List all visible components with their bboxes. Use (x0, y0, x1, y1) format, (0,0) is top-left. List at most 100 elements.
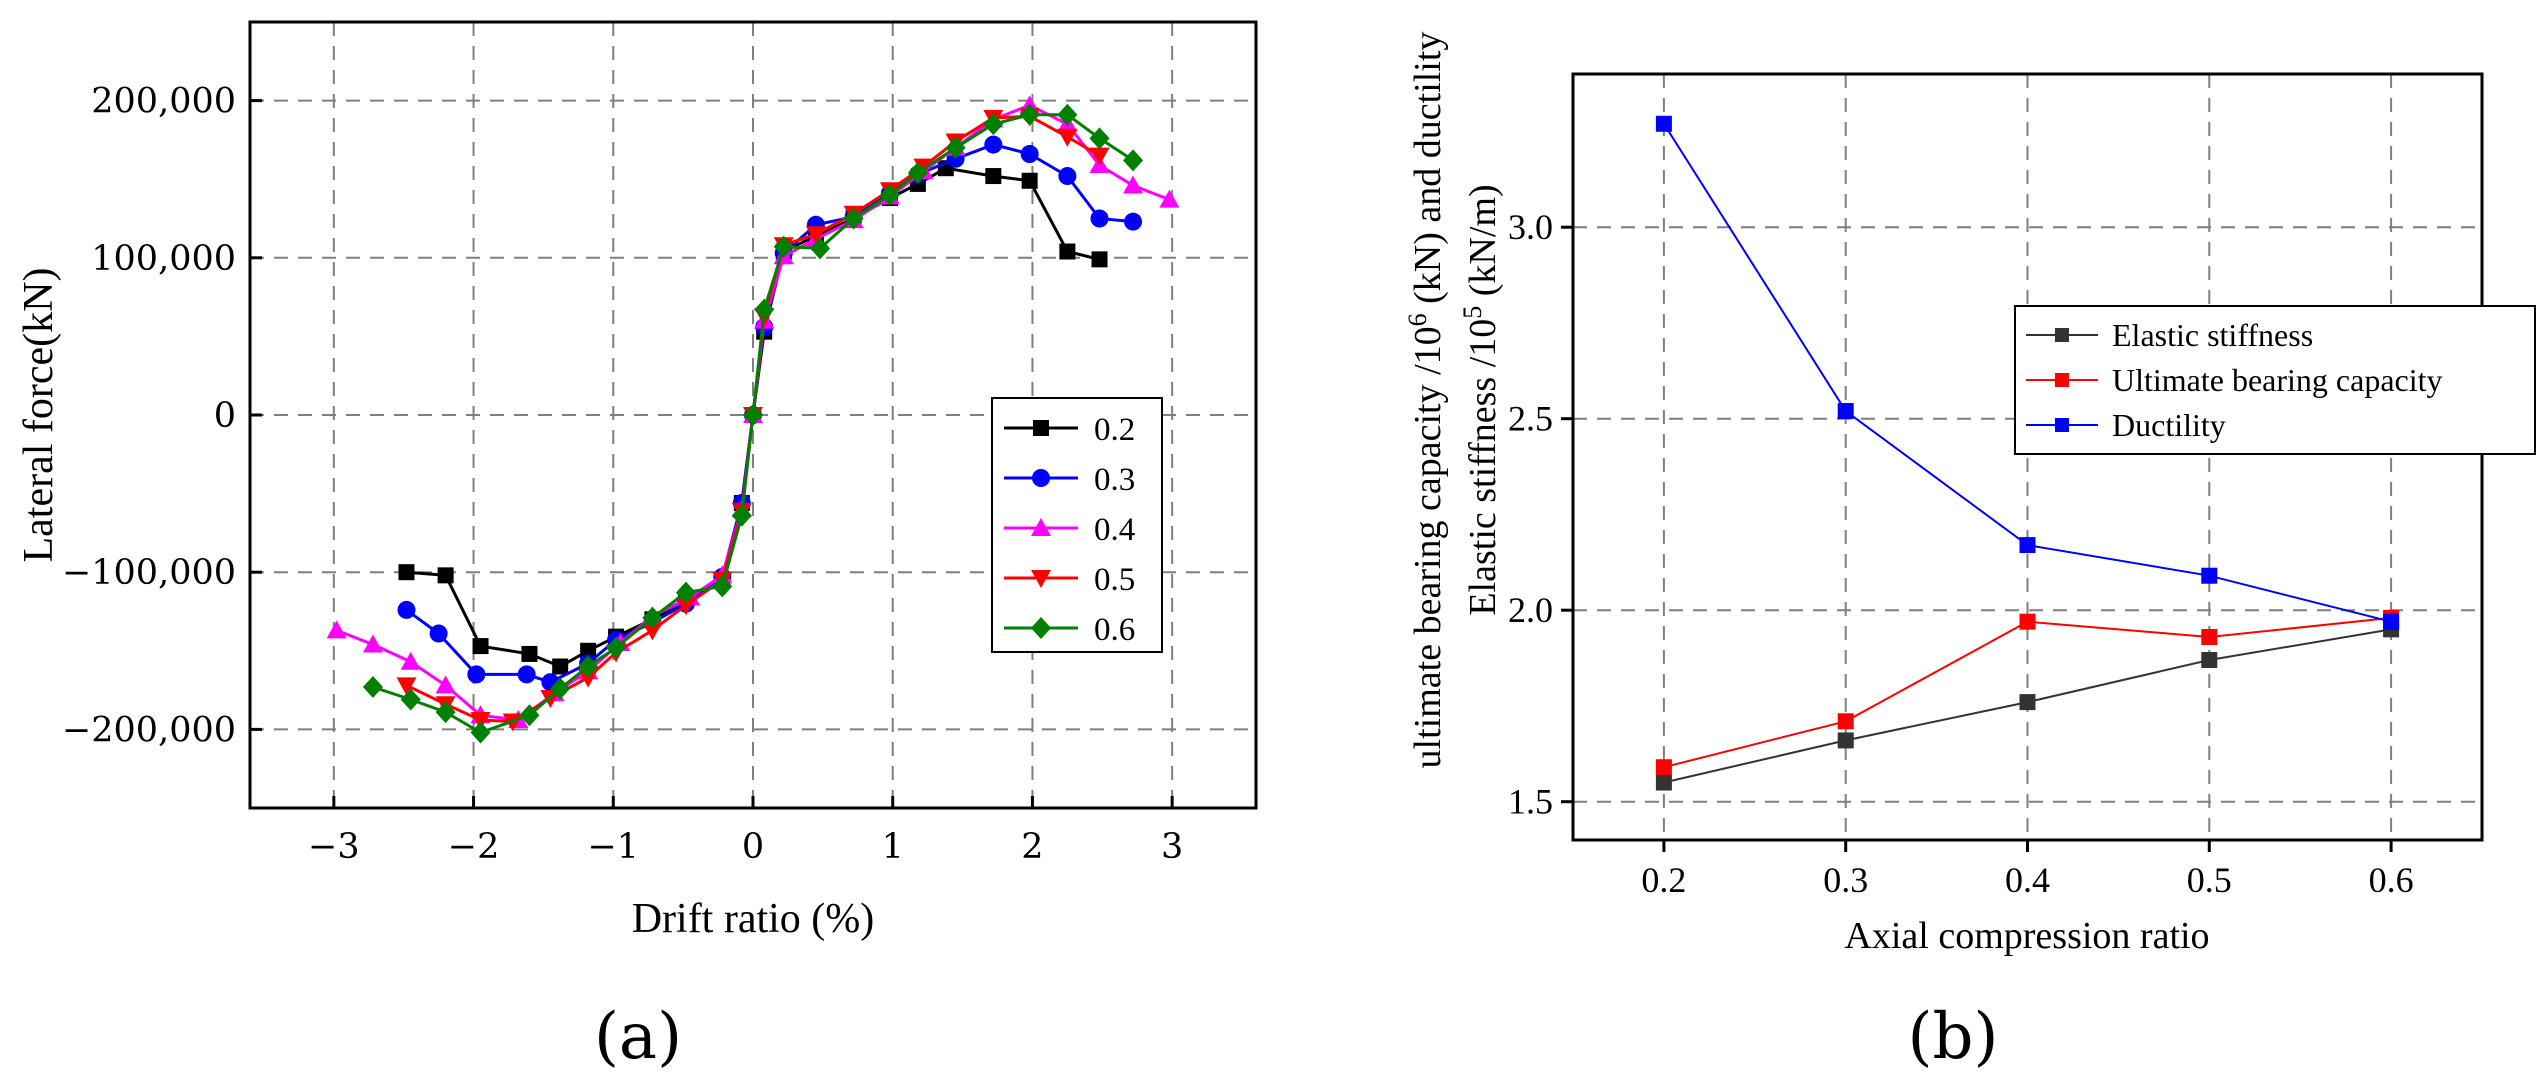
chart-b-axis-ticks: 0.2 0.3 0.4 0.5 0.6 1.5 2.0 2.5 3.0 (1508, 207, 2414, 900)
chart-b-y-label2-text: Elastic stiffness /10 (1462, 319, 1504, 616)
chart-a-data-point (521, 645, 538, 662)
chart-a-x-tick-label: 1 (882, 827, 904, 867)
chart-a-legend-box (991, 397, 1163, 653)
chart-a-data-point (754, 298, 775, 321)
chart-b-y-label2-tail: (kN/m) (1462, 184, 1504, 305)
chart-b-data-point (2383, 613, 2400, 630)
chart-a-data-point (945, 136, 966, 159)
chart-b-data-point (1837, 713, 1854, 730)
chart-b-series-1 (1655, 609, 2400, 776)
chart-a-data-point (879, 183, 900, 206)
chart-a-x-tick-label: −2 (448, 827, 500, 867)
chart-b-x-tick-label: 0.4 (2005, 860, 2050, 900)
chart-b-data-point (1655, 115, 1672, 132)
chart-a-data-point (1123, 175, 1144, 194)
chart-a-x-tick-label: 0 (742, 827, 764, 867)
chart-a-data-point (580, 642, 597, 659)
chart-a-data-point (397, 600, 416, 619)
chart-a-data-point (1090, 209, 1109, 228)
chart-b-x-tick-label: 0.6 (2369, 860, 2414, 900)
chart-b-series-line (1663, 616, 2392, 769)
chart-b-series (1655, 115, 2400, 791)
chart-a-data-point (810, 237, 831, 260)
chart-b-y-label2-sup: 5 (1458, 306, 1487, 319)
chart-b-legend-marker (2055, 418, 2069, 432)
chart-a-data-point (1019, 103, 1040, 126)
chart-b-data-point (2019, 537, 2036, 554)
chart-b-data-point (2019, 694, 2036, 711)
chart-b-legend-marker (2055, 328, 2069, 342)
chart-a-data-point (519, 704, 540, 727)
chart-a-data-point (578, 655, 599, 678)
chart-a-data-point (1021, 172, 1038, 189)
chart-b-legend-label: Ductility (2112, 407, 2226, 443)
chart-a-y-tick-label: 100,000 (91, 239, 236, 279)
chart-a-data-point (985, 168, 1002, 185)
chart-a-data-point (1057, 103, 1078, 126)
chart-a-data-point (396, 677, 417, 696)
chart-a-data-point (578, 669, 599, 688)
chart-b-gridlines (1573, 74, 2482, 840)
chart-a-legend: 0.2 0.3 0.4 0.5 0.6 (991, 397, 1163, 653)
panel-label-a: (a) (594, 1000, 682, 1074)
chart-a-data-point (435, 701, 456, 724)
chart-a-data-point (843, 207, 864, 230)
chart-b-data-point (2019, 613, 2036, 630)
chart-b-legend-label: Ultimate bearing capacity (2112, 362, 2443, 398)
chart-a-data-point (712, 575, 733, 598)
chart-b-y-label1-tail: (kN) and ductility (1407, 32, 1449, 314)
chart-a-data-point (552, 658, 569, 675)
chart-a-data-point (907, 161, 928, 184)
chart-a-data-point (470, 721, 491, 744)
chart-b-data-point (1655, 774, 1672, 791)
chart-b-y-tick-label: 1.5 (1508, 782, 1553, 822)
chart-a-data-point (517, 665, 536, 684)
chart-a-legend-marker (1032, 469, 1050, 487)
chart-a-legend-marker (1031, 617, 1051, 639)
chart-a-legend-label: 0.4 (1094, 512, 1135, 548)
chart-a-data-point (1059, 243, 1076, 260)
chart-a-data-point (675, 581, 696, 604)
panel-label-b: (b) (1908, 1000, 1999, 1074)
chart-a-data-point (467, 665, 486, 684)
chart-b-legend: Elastic stiffness Ultimate bearing capaci… (2014, 305, 2536, 455)
chart-a-data-point (326, 620, 347, 639)
chart-b-legend-label: Elastic stiffness (2112, 317, 2313, 353)
chart-a-data-point (1057, 128, 1078, 147)
chart-a-data-point (550, 677, 571, 700)
chart-a-data-point (1091, 251, 1108, 268)
chart-b-data-point (2201, 629, 2218, 646)
chart-a-data-point (362, 675, 383, 698)
chart-a-data-point (472, 638, 489, 655)
chart-b-x-tick-label: 0.2 (1641, 860, 1686, 900)
chart-a-y-tick-label: 200,000 (91, 82, 236, 122)
chart-b-data-point (2201, 651, 2218, 668)
chart-a-y-tick-label: −100,000 (62, 553, 236, 593)
chart-b-y-tick-label: 2.0 (1508, 590, 1553, 630)
chart-a-data-point (400, 651, 421, 670)
chart-a-data-point (400, 688, 421, 711)
chart-a-data-point (429, 624, 448, 643)
chart-a-axis-ticks: −3 −2 −1 0 1 2 3 −200,000 −100,000 0 100,000 200,00… (62, 82, 1183, 867)
chart-a-x-tick-label: 3 (1161, 827, 1183, 867)
chart-a-legend-label: 0.6 (1094, 612, 1135, 648)
chart-a-data-point (362, 634, 383, 653)
chart-a: −3 −2 −1 0 1 2 3 −200,000 −100,000 0 100,000 200,00… (16, 20, 1258, 1074)
chart-a-data-point (435, 675, 456, 694)
chart-a-data-point (470, 711, 491, 730)
chart-a-data-point (773, 235, 794, 258)
chart-b-y-axis-label-line1: ultimate bearing capacity /106 (kN) and … (1403, 32, 1449, 769)
chart-b-series-0 (1655, 621, 2400, 791)
chart-a-series-0.6 (362, 103, 1144, 744)
chart-a-data-point (1124, 212, 1143, 231)
chart-a-data-point (398, 564, 415, 581)
chart-a-data-point (437, 567, 454, 584)
chart-b-x-tick-label: 0.3 (1823, 860, 1868, 900)
chart-b-data-point (1655, 759, 1672, 776)
chart-a-x-axis-label: Drift ratio (%) (632, 896, 875, 942)
chart-a-data-point (642, 606, 663, 629)
chart-b-legend-box (2014, 305, 2536, 455)
chart-a-legend-marker (1031, 570, 1051, 588)
chart-a-series (326, 95, 1180, 744)
